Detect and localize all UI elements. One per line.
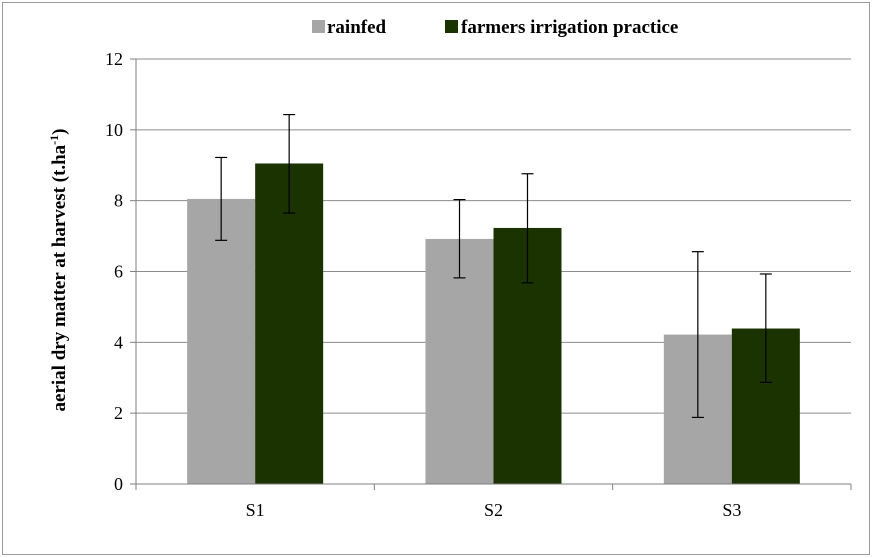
x-category-label-S2: S2 xyxy=(484,500,503,520)
y-tick-label: 4 xyxy=(114,332,123,352)
x-category-label-S3: S3 xyxy=(722,500,741,520)
bar-farmers-irrigation-practice-S1 xyxy=(255,163,324,484)
error-bars xyxy=(215,114,772,419)
bar-rainfed-S1 xyxy=(187,198,256,485)
legend-swatch-farmers-irrigation-practice xyxy=(445,20,458,33)
y-tick-labels: 0 2 4 6 8 10 12 xyxy=(105,49,123,494)
y-tick-label: 10 xyxy=(105,120,123,140)
bars xyxy=(187,163,800,485)
x-category-label-S1: S1 xyxy=(246,500,265,520)
y-tick-label: 8 xyxy=(114,191,123,211)
y-tick-label: 2 xyxy=(114,403,123,423)
legend-label-rainfed: rainfed xyxy=(327,17,387,38)
y-tick-label: 6 xyxy=(114,262,123,282)
legend: rainfed farmers irrigation practice xyxy=(312,17,678,38)
y-axis-label: aerial dry matter at harvest (t.ha-1) xyxy=(47,129,70,412)
legend-swatch-rainfed xyxy=(312,20,325,33)
bar-rainfed-S2 xyxy=(425,238,494,484)
axes xyxy=(135,59,852,490)
y-tick-label: 12 xyxy=(105,49,123,69)
y-tick-label: 0 xyxy=(114,474,123,494)
legend-label-farmers-irrigation-practice: farmers irrigation practice xyxy=(461,17,678,38)
x-category-labels: S1 S2 S3 xyxy=(246,500,742,520)
